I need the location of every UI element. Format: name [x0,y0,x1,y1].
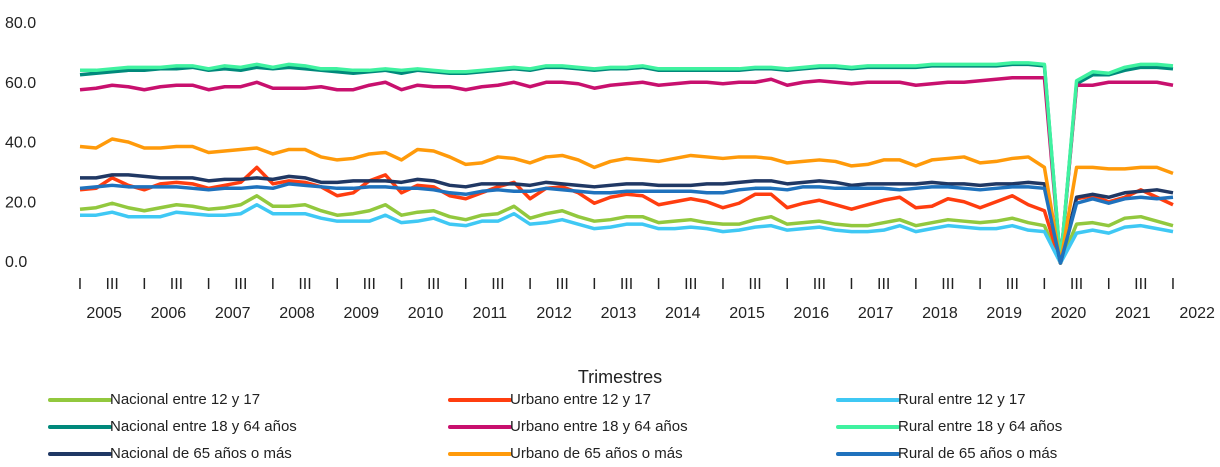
series-line [79,182,1174,265]
year-label: 2011 [473,305,508,322]
series-line [79,76,1174,265]
series-line [79,62,1174,265]
x-tick-label: III [298,276,311,293]
legend-label: Nacional entre 18 y 64 años [110,418,297,435]
year-label: 2017 [858,305,894,322]
x-tick-label: III [427,276,440,293]
series-line [80,173,1174,265]
x-axis-label: Trimestres [578,367,662,387]
y-tick-label: 60.0 [5,75,36,92]
year-label: 2022 [1179,305,1215,322]
legend-label: Urbano entre 18 y 64 años [510,418,688,435]
x-tick-label: I [1106,276,1110,293]
x-tick-label: I [1171,276,1175,293]
x-tick-label: III [363,276,376,293]
x-tick-label: I [399,276,403,293]
series-line [79,137,1174,265]
x-tick-label: III [105,276,118,293]
x-tick-label: III [877,276,890,293]
year-label: 2010 [408,305,444,322]
year-label: 2015 [729,305,765,322]
y-tick-label: 40.0 [5,135,36,152]
year-label: 2014 [665,305,701,322]
x-tick-label: I [914,276,918,293]
x-tick-label: III [1134,276,1147,293]
x-tick-label: III [620,276,633,293]
x-tick-label: I [142,276,146,293]
year-label: 2008 [279,305,315,322]
legend-label: Rural entre 18 y 64 años [898,418,1062,435]
x-tick-label: I [528,276,532,293]
x-tick-label: III [1006,276,1019,293]
series-line [79,194,1174,265]
legend-label: Rural entre 12 y 17 [898,391,1026,408]
x-tick-label: III [813,276,826,293]
legend-label: Nacional de 65 años o más [110,445,292,462]
y-tick-label: 0.0 [5,254,27,271]
legend-label: Urbano de 65 años o más [510,445,683,462]
series-line [80,61,1174,265]
year-label: 2018 [922,305,958,322]
x-tick-label: I [335,276,339,293]
year-label: 2006 [151,305,187,322]
year-label: 2021 [1115,305,1151,322]
legend-label: Nacional entre 12 y 17 [110,391,260,408]
x-tick-label: III [234,276,247,293]
x-tick-label: I [849,276,853,293]
series-line [79,165,1174,265]
x-tick-label: I [592,276,596,293]
x-tick-label: III [1070,276,1083,293]
x-tick-label: I [271,276,275,293]
year-label: 2009 [343,305,379,322]
year-label: 2007 [215,305,251,322]
year-label: 2012 [536,305,572,322]
x-tick-label: I [978,276,982,293]
year-label: 2020 [1051,305,1087,322]
x-tick-label: III [941,276,954,293]
x-tick-label: III [748,276,761,293]
x-tick-label: III [684,276,697,293]
x-tick-label: III [491,276,504,293]
legend-label: Urbano entre 12 y 17 [510,391,651,408]
x-tick-label: I [721,276,725,293]
x-tick-label: I [656,276,660,293]
series-line [80,202,1174,265]
x-tick-label: I [464,276,468,293]
x-tick-label: I [785,276,789,293]
x-tick-label: I [206,276,210,293]
year-label: 2013 [601,305,637,322]
x-tick-label: III [170,276,183,293]
x-tick-label: I [1042,276,1046,293]
year-label: 2019 [986,305,1022,322]
x-tick-label: I [78,276,82,293]
year-label: 2016 [794,305,830,322]
x-tick-label: III [556,276,569,293]
legend-label: Rural de 65 años o más [898,445,1057,462]
y-tick-label: 80.0 [5,15,36,32]
year-label: 2005 [86,305,122,322]
y-tick-label: 20.0 [5,194,36,211]
